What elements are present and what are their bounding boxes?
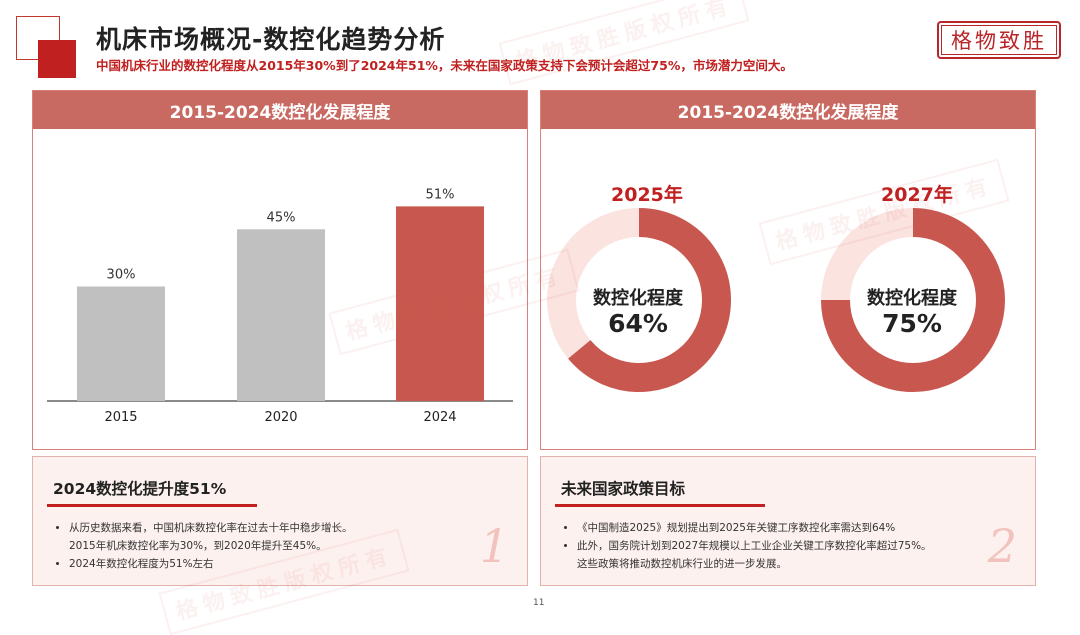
bar-data-label: 30% <box>107 268 136 283</box>
bar <box>237 229 325 401</box>
donut-2025-year: 2025年 <box>611 184 683 206</box>
donut-arc <box>821 208 1005 392</box>
donut-chart-panel-title: 2015-2024数控化发展程度 <box>541 91 1035 129</box>
list-item: 《中国制造2025》规划提出到2025年关键工序数控化率需达到64% <box>577 519 932 537</box>
brand-logo-text: 格物致胜 <box>941 25 1057 55</box>
donut-arc <box>568 208 731 392</box>
bar-chart-panel: 2015-2024数控化发展程度 30% 2015 45% 2020 51% 2024 <box>32 90 528 450</box>
donut-chart-panel: 2015-2024数控化发展程度 2025年 数控化程度 64% 2027年 数… <box>540 90 1036 450</box>
summary-right-title: 未来国家政策目标 <box>561 480 686 498</box>
bar-chart-panel-title: 2015-2024数控化发展程度 <box>33 91 527 129</box>
corner-decoration-fill <box>38 40 76 78</box>
x-tick-label: 2024 <box>423 410 456 425</box>
brand-logo: 格物致胜 <box>937 21 1061 59</box>
summary-panel-right: 未来国家政策目标 《中国制造2025》规划提出到2025年关键工序数控化率需达到… <box>540 456 1036 586</box>
list-item: 2015年机床数控化率为30%，到2020年提升至45%。 <box>69 540 327 552</box>
list-item: 从历史数据来看，中国机床数控化率在过去十年中稳步增长。 <box>69 519 353 537</box>
summary-left-number: 1 <box>479 519 509 573</box>
bar-data-label: 45% <box>267 210 296 225</box>
bar-chart: 30% 2015 45% 2020 51% 2024 <box>47 187 513 425</box>
bar <box>396 206 484 401</box>
page-subtitle: 中国机床行业的数控化程度从2015年30%到了2024年51%，未来在国家政策支… <box>96 58 793 73</box>
donut-2025-value: 64% <box>608 309 668 338</box>
donut-2027-year: 2027年 <box>881 184 953 206</box>
summary-right-number: 2 <box>987 519 1017 573</box>
summary-panel-left: 2024数控化提升度51% 从历史数据来看，中国机床数控化率在过去十年中稳步增长… <box>32 456 528 586</box>
donut-2025-label: 数控化程度 <box>593 288 683 309</box>
x-tick-label: 2020 <box>264 410 297 425</box>
list-item: 此外，国务院计划到2027年规模以上工业企业关键工序数控化率超过75%。 <box>577 537 932 555</box>
x-tick-label: 2015 <box>104 410 137 425</box>
bar <box>77 286 165 401</box>
list-item: 这些政策将推动数控机床行业的进一步发展。 <box>577 558 787 570</box>
summary-left-underline <box>47 504 257 507</box>
donut-2027-label: 数控化程度 <box>867 288 957 309</box>
donut-charts <box>547 208 1005 392</box>
list-item: 2024年数控化程度为51%左右 <box>69 555 353 573</box>
summary-right-list: 《中国制造2025》规划提出到2025年关键工序数控化率需达到64% 此外，国务… <box>559 519 932 573</box>
page-title: 机床市场概况-数控化趋势分析 <box>96 25 446 54</box>
page-number: 11 <box>533 598 545 608</box>
bar-data-label: 51% <box>426 187 455 202</box>
summary-left-title: 2024数控化提升度51% <box>53 480 227 498</box>
donut-2027-value: 75% <box>882 309 942 338</box>
summary-right-underline <box>555 504 765 507</box>
summary-left-list: 从历史数据来看，中国机床数控化率在过去十年中稳步增长。 2015年机床数控化率为… <box>51 519 353 573</box>
